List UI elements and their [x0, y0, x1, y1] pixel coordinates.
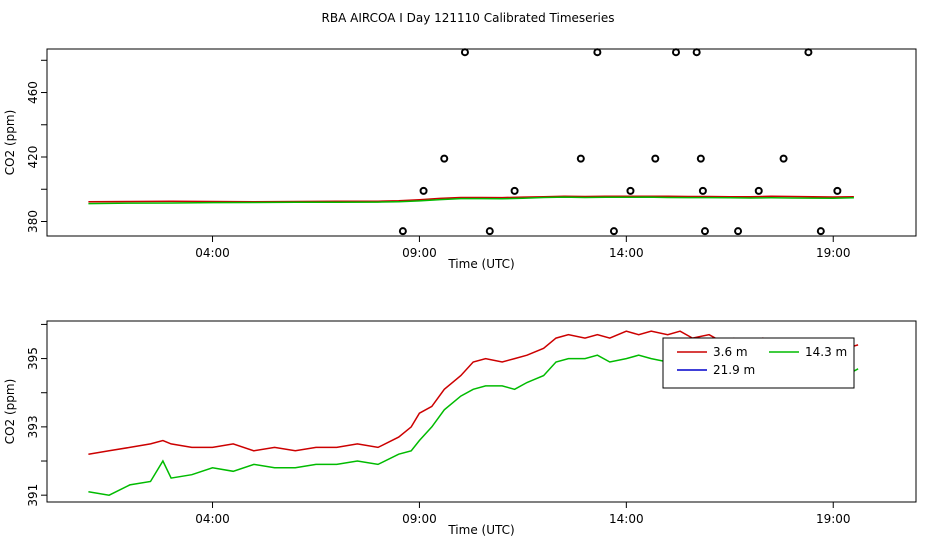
- x-tick-label: 19:00: [816, 246, 851, 260]
- y-axis-label: CO2 (ppm): [3, 379, 17, 445]
- data-point: [734, 227, 743, 236]
- legend-label: 14.3 m: [805, 345, 847, 359]
- y-tick-label: 380: [26, 210, 40, 233]
- y-tick-label: 393: [26, 415, 40, 438]
- data-point: [816, 227, 825, 236]
- data-point: [700, 227, 709, 236]
- x-tick-label: 04:00: [195, 246, 230, 260]
- series-line-0: [88, 195, 854, 203]
- data-point: [754, 186, 763, 195]
- x-tick-label: 09:00: [402, 512, 437, 526]
- bottom-panel: 04:00 09:00 14:00 19:00 391 393 395 Time (UTC) C…: [3, 320, 917, 537]
- x-tick-label: 09:00: [402, 246, 437, 260]
- data-point: [419, 186, 428, 195]
- data-point: [779, 154, 788, 163]
- y-axis-label: CO2 (ppm): [3, 110, 17, 176]
- top-panel: 04:00 09:00 14:00 19:00 380 420 460 Time (UTC) C…: [3, 48, 917, 271]
- data-point: [692, 48, 701, 57]
- data-point: [698, 186, 707, 195]
- data-point: [576, 154, 585, 163]
- data-point: [609, 227, 618, 236]
- data-point: [651, 154, 660, 163]
- data-point: [398, 227, 407, 236]
- series-line-1: [88, 196, 854, 205]
- data-point: [696, 154, 705, 163]
- data-point: [485, 227, 494, 236]
- data-point: [440, 154, 449, 163]
- y-tick-label: 420: [26, 146, 40, 169]
- legend-box: [662, 337, 855, 389]
- data-point: [804, 48, 813, 57]
- y-tick-label: 395: [26, 347, 40, 370]
- data-point: [671, 48, 680, 57]
- x-axis-label: Time (UTC): [447, 523, 514, 537]
- x-tick-label: 14:00: [609, 512, 644, 526]
- x-tick-label: 14:00: [609, 246, 644, 260]
- y-tick-label: 391: [26, 484, 40, 507]
- data-point: [833, 186, 842, 195]
- legend-label: 21.9 m: [713, 363, 755, 377]
- data-point: [460, 48, 469, 57]
- legend-label: 3.6 m: [713, 345, 748, 359]
- plot-frame: [46, 320, 917, 503]
- figure-title: RBA AIRCOA I Day 121110 Calibrated Times…: [322, 11, 615, 25]
- x-axis-label: Time (UTC): [447, 257, 514, 271]
- data-point: [510, 186, 519, 195]
- x-tick-label: 19:00: [816, 512, 851, 526]
- data-point: [593, 48, 602, 57]
- plot-frame: [46, 48, 917, 237]
- y-tick-label: 460: [26, 81, 40, 104]
- x-tick-label: 04:00: [195, 512, 230, 526]
- data-point: [626, 186, 635, 195]
